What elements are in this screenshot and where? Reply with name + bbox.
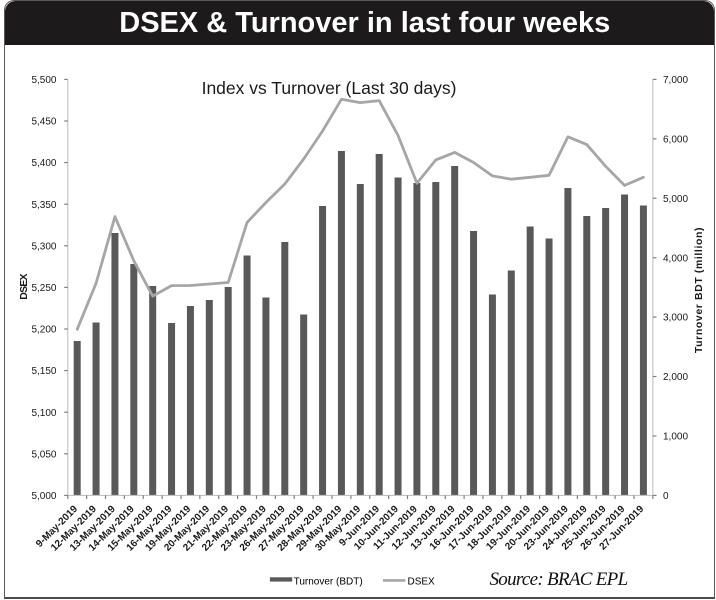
svg-text:7,000: 7,000 (663, 75, 688, 86)
svg-text:DSEX: DSEX (18, 274, 30, 300)
svg-text:5,000: 5,000 (663, 194, 688, 205)
svg-text:2,000: 2,000 (663, 372, 688, 383)
svg-text:6,000: 6,000 (663, 134, 688, 145)
svg-text:5,350: 5,350 (31, 200, 56, 211)
svg-text:4,000: 4,000 (663, 253, 688, 264)
svg-text:5,100: 5,100 (31, 408, 56, 419)
svg-text:Turnover (BDT): Turnover (BDT) (294, 576, 363, 587)
svg-text:0: 0 (663, 491, 669, 502)
svg-text:5,250: 5,250 (31, 283, 56, 294)
svg-text:5,400: 5,400 (31, 158, 56, 169)
svg-text:Index vs Turnover (Last 30 day: Index vs Turnover (Last 30 days) (202, 78, 457, 98)
svg-text:Turnover BDT (million): Turnover BDT (million) (693, 227, 705, 353)
svg-text:5,450: 5,450 (31, 117, 56, 128)
svg-text:1,000: 1,000 (663, 432, 688, 443)
svg-text:5,050: 5,050 (31, 449, 56, 460)
svg-text:5,150: 5,150 (31, 366, 56, 377)
svg-text:5,000: 5,000 (31, 491, 56, 502)
svg-text:5,200: 5,200 (31, 325, 56, 336)
svg-text:Source: BRAC EPL: Source: BRAC EPL (490, 569, 628, 590)
svg-text:5,300: 5,300 (31, 241, 56, 252)
svg-text:DSEX: DSEX (408, 576, 436, 587)
svg-text:5,500: 5,500 (31, 75, 56, 86)
svg-text:3,000: 3,000 (663, 313, 688, 324)
